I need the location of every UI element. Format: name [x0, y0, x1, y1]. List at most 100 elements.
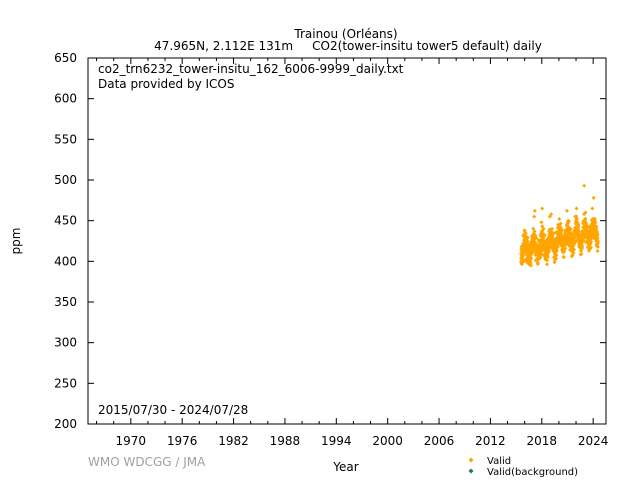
data-point — [571, 243, 576, 248]
legend: Valid Valid(background) — [468, 456, 578, 478]
legend-item-background: Valid(background) — [468, 467, 578, 478]
data-point — [546, 239, 551, 243]
data-point — [579, 251, 584, 256]
data-point — [593, 220, 598, 225]
filename-annotation: co2_trn6232_tower-insitu_162_6006-9999_d… — [98, 62, 404, 76]
data-point — [534, 243, 539, 248]
x-tick-label: 2024 — [578, 434, 609, 448]
data-point — [591, 195, 596, 200]
data-point — [528, 252, 533, 257]
data-point — [525, 247, 530, 252]
data-point — [588, 241, 593, 246]
data-point — [577, 241, 582, 246]
data-point — [585, 230, 590, 235]
x-axis-label: Year — [332, 460, 358, 474]
date-range-annotation: 2015/07/30 - 2024/07/28 — [98, 403, 248, 417]
x-tick-label: 1982 — [218, 434, 249, 448]
data-point — [543, 244, 548, 249]
data-point — [538, 244, 543, 249]
data-point — [595, 236, 600, 241]
legend-label-valid: Valid — [487, 456, 511, 467]
y-tick-label: 250 — [54, 376, 77, 390]
x-tick-label: 2006 — [424, 434, 455, 448]
data-point — [594, 224, 599, 229]
data-point — [590, 206, 595, 211]
data-point — [545, 262, 549, 267]
x-axis: 1970 1976 1982 1988 1994 2000 2006 2012 2018 2024 — [96, 58, 609, 448]
data-point — [575, 225, 580, 230]
data-point — [583, 210, 588, 215]
data-point — [595, 245, 600, 249]
y-tick-label: 500 — [54, 173, 77, 187]
data-point — [582, 183, 587, 188]
data-point — [531, 226, 536, 231]
y-tick-label: 600 — [54, 92, 77, 106]
data-point — [535, 260, 540, 265]
data-point — [545, 258, 550, 263]
title-group: Trainou (Orléans) 47.965N, 2.112E 131m C… — [154, 27, 542, 53]
data-point — [520, 243, 525, 248]
data-point — [526, 257, 531, 262]
plot-area — [87, 57, 607, 425]
legend-marker-valid — [468, 457, 474, 463]
data-point — [549, 212, 554, 217]
data-point — [563, 246, 568, 251]
data-point — [595, 239, 600, 243]
data-point — [554, 256, 558, 261]
data-point — [568, 234, 572, 239]
y-tick-label: 400 — [54, 254, 77, 268]
data-point — [532, 208, 537, 213]
data-point — [595, 249, 600, 253]
data-point — [579, 246, 584, 251]
data-point — [592, 217, 597, 221]
data-point — [568, 227, 573, 231]
data-point — [581, 238, 586, 243]
data-point — [525, 235, 530, 240]
chart-title: Trainou (Orléans) — [293, 27, 397, 41]
legend-marker-background — [468, 468, 474, 474]
data-points — [519, 183, 600, 268]
data-point — [586, 244, 591, 249]
data-point — [536, 255, 541, 260]
y-axis-label: ppm — [9, 228, 23, 255]
data-point — [554, 247, 559, 252]
x-tick-label: 1976 — [167, 434, 198, 448]
data-point — [523, 239, 528, 243]
data-point — [563, 234, 568, 239]
data-point — [575, 216, 580, 221]
y-tick-label: 650 — [54, 51, 77, 65]
data-point — [540, 206, 545, 211]
data-point — [529, 263, 533, 268]
data-point — [552, 251, 557, 256]
data-point — [539, 220, 544, 225]
data-point — [550, 226, 554, 231]
legend-label-background: Valid(background) — [487, 467, 578, 478]
credit-text: WMO WDCGG / JMA — [88, 455, 206, 469]
y-tick-label: 450 — [54, 214, 77, 228]
y-tick-label: 200 — [54, 417, 77, 431]
data-point — [550, 236, 555, 241]
data-point — [545, 255, 550, 259]
data-point — [562, 249, 566, 254]
data-point — [530, 234, 535, 239]
data-point — [534, 235, 539, 240]
y-axis: 200 250 300 350 400 450 500 550 600 650 — [54, 51, 606, 431]
data-point — [532, 214, 537, 219]
provider-annotation: Data provided by ICOS — [98, 77, 234, 91]
data-point — [560, 243, 565, 248]
y-tick-label: 300 — [54, 336, 77, 350]
data-point — [519, 261, 524, 265]
data-point — [558, 226, 563, 231]
data-point — [580, 230, 585, 235]
legend-item-valid: Valid — [468, 456, 511, 467]
y-tick-label: 350 — [54, 295, 77, 309]
data-point — [556, 222, 561, 227]
data-point — [542, 233, 547, 238]
data-point — [556, 244, 560, 249]
chart-subtitle: 47.965N, 2.112E 131m CO2(tower-insitu to… — [154, 39, 542, 53]
data-point — [583, 216, 588, 221]
x-tick-label: 2018 — [527, 434, 558, 448]
data-point — [566, 218, 571, 223]
x-tick-label: 1994 — [321, 434, 352, 448]
